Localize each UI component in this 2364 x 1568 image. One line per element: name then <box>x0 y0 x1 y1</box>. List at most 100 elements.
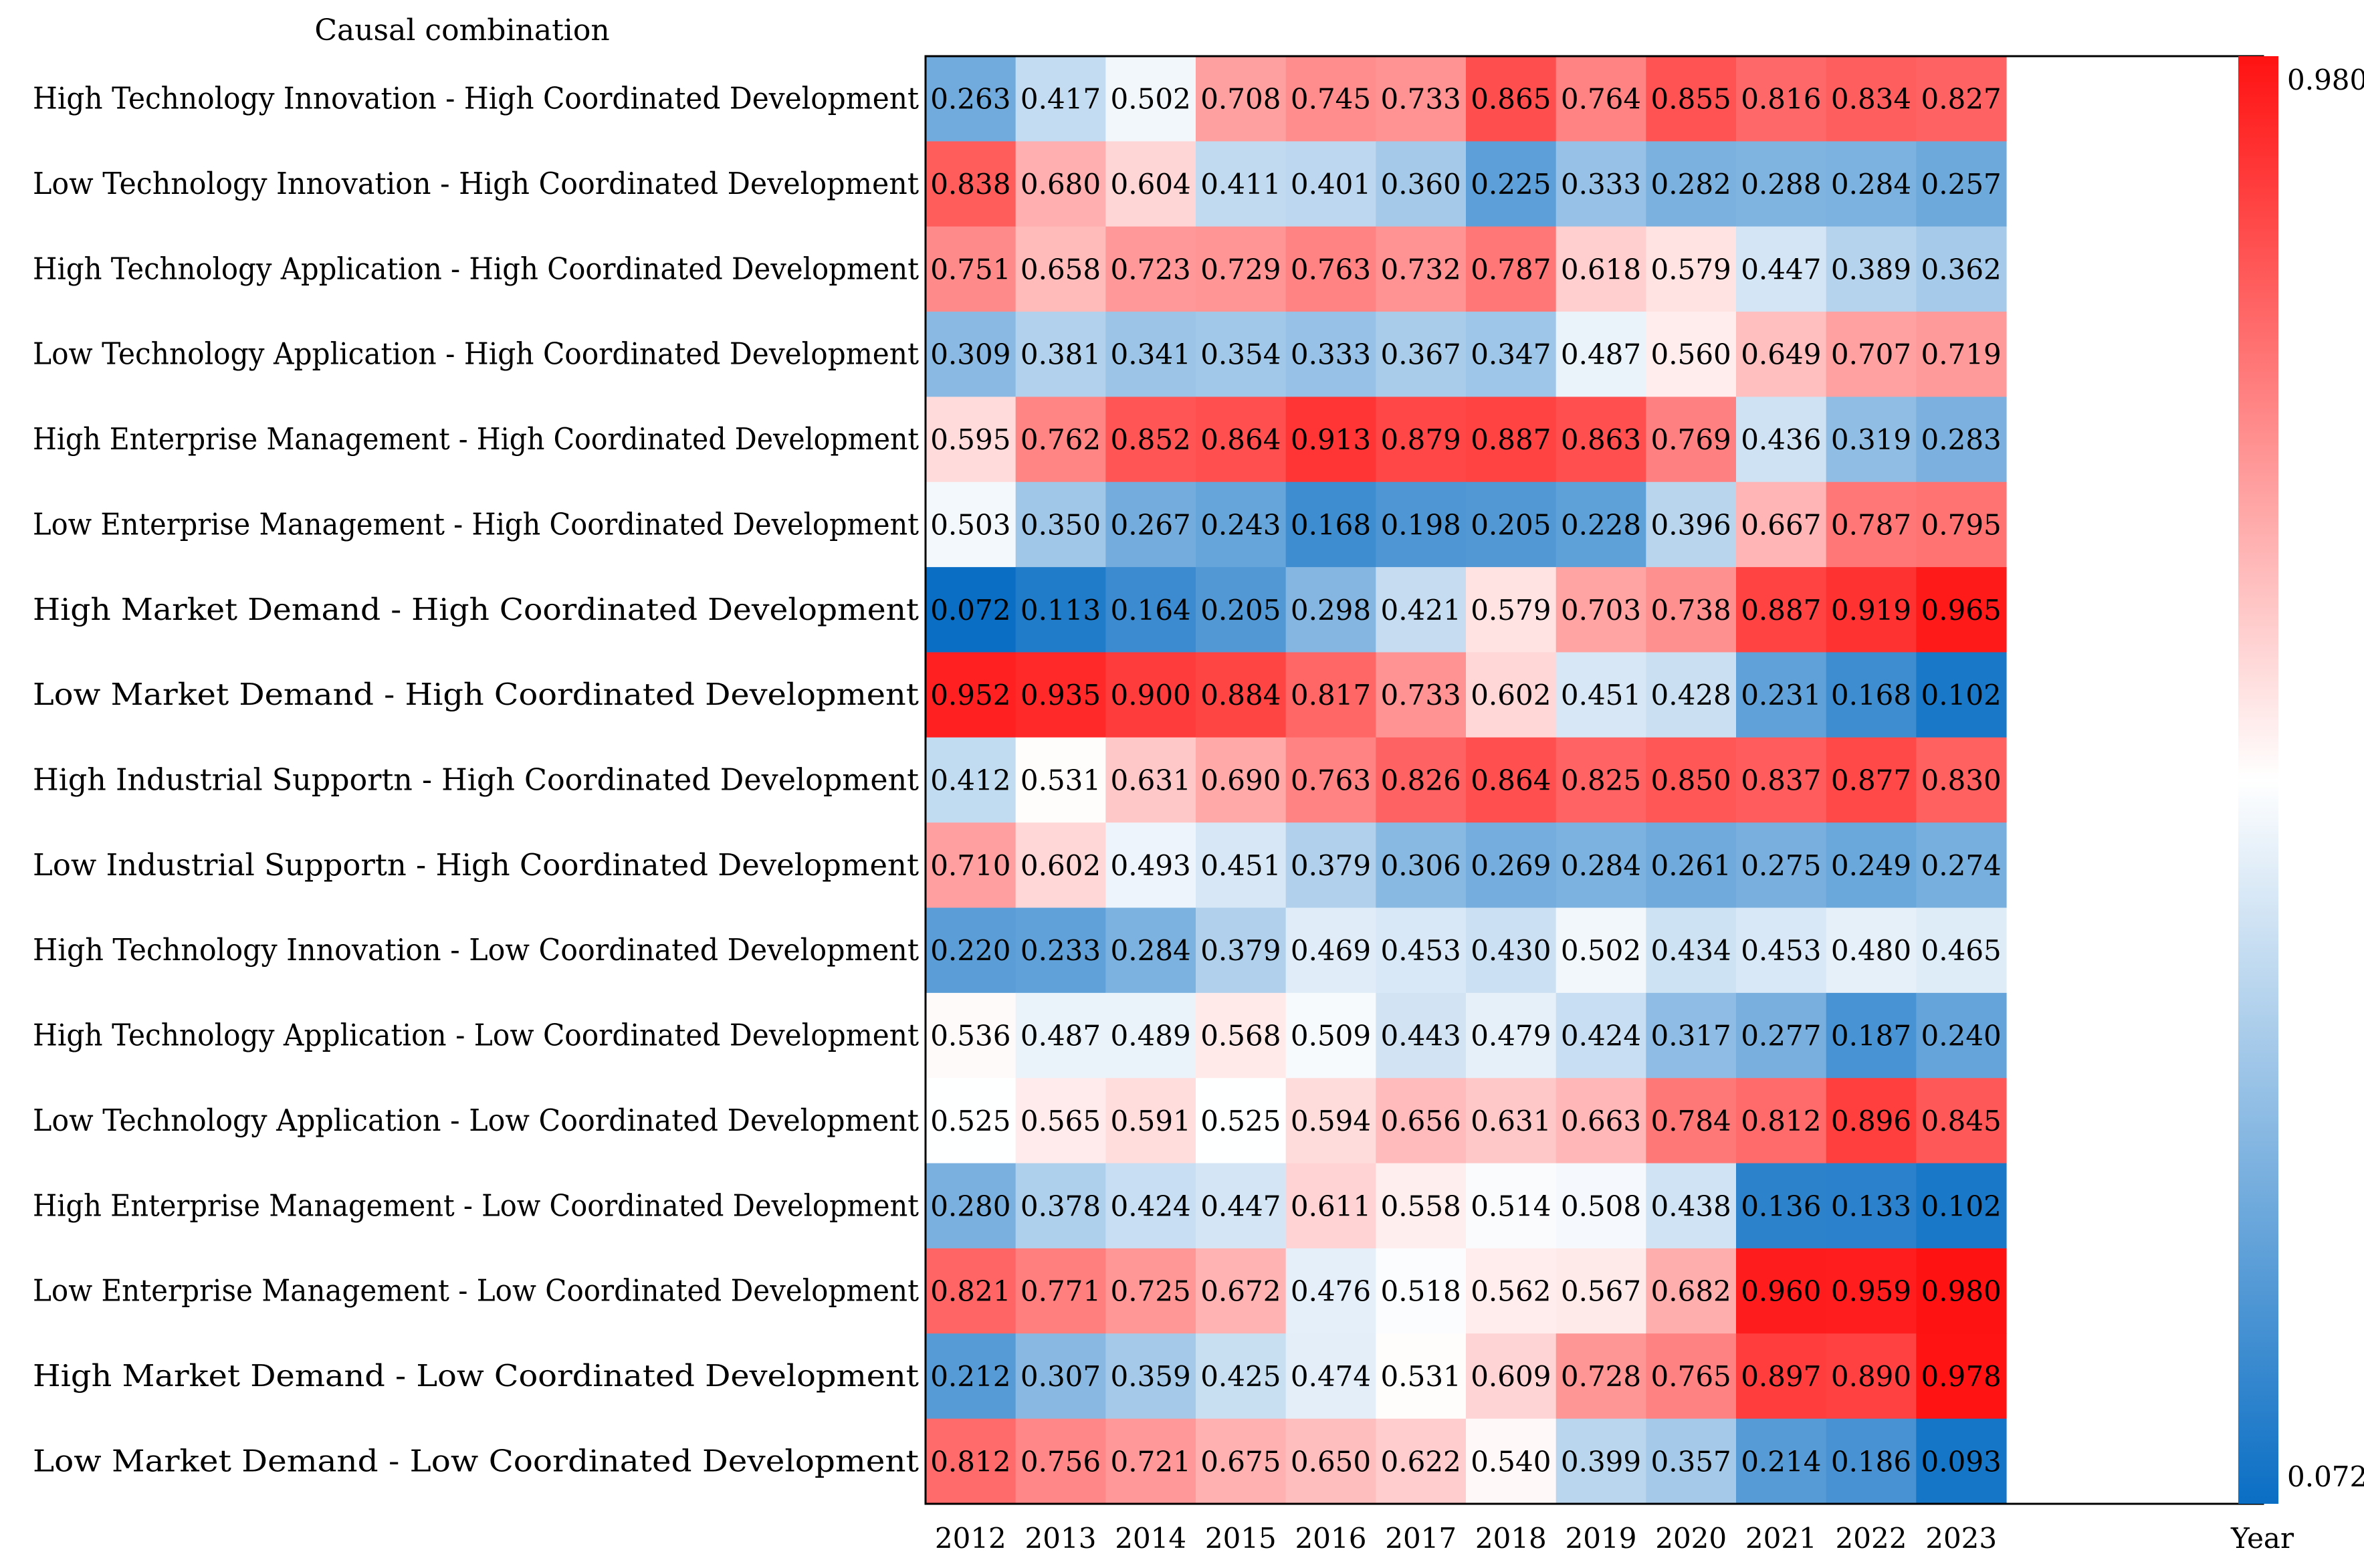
cell-value-label: 0.487 <box>1020 1020 1101 1052</box>
heatmap-cell <box>1736 56 1827 142</box>
cell-value-label: 0.288 <box>1741 168 1821 201</box>
heatmap-cell <box>1466 1248 1557 1334</box>
heatmap-cell <box>1646 56 1737 142</box>
heatmap-cell <box>1466 1078 1557 1164</box>
heatmap-cell <box>1646 1418 1737 1504</box>
cell-value-label: 0.447 <box>1200 1190 1281 1222</box>
cell-value-label: 0.877 <box>1831 764 1911 797</box>
cell-value-label: 0.830 <box>1921 764 2002 797</box>
cell-value-label: 0.579 <box>1471 594 1551 627</box>
heatmap-cell <box>1916 56 2007 142</box>
cell-value-label: 0.309 <box>930 338 1010 371</box>
cell-value-label: 0.509 <box>1291 1020 1371 1052</box>
x-tick-label: 2016 <box>1295 1522 1367 1555</box>
heatmap-cell <box>1105 1248 1196 1334</box>
heatmap-cell <box>1466 226 1557 312</box>
heatmap-cell <box>1646 652 1737 738</box>
cell-value-label: 0.072 <box>930 594 1010 627</box>
cell-value-label: 0.350 <box>1020 508 1101 541</box>
heatmap-cell <box>1916 1333 2007 1420</box>
cell-value-label: 0.604 <box>1111 168 1191 201</box>
heatmap-cell <box>1015 737 1106 823</box>
heatmap-cell <box>1105 907 1196 994</box>
heatmap-cell <box>1285 397 1376 483</box>
heatmap-cell <box>926 992 1016 1079</box>
cell-value-label: 0.865 <box>1471 83 1551 116</box>
heatmap-cell <box>1736 226 1827 312</box>
cell-value-label: 0.729 <box>1200 253 1281 286</box>
heatmap-cell <box>1646 481 1737 568</box>
cell-value-label: 0.284 <box>1111 934 1191 967</box>
heatmap-cell <box>1916 992 2007 1079</box>
heatmap-cell <box>1736 1418 1827 1504</box>
heatmap-cell <box>1646 1078 1737 1164</box>
heatmap-cell <box>1105 1418 1196 1504</box>
cell-value-label: 0.838 <box>930 168 1010 201</box>
row-label: Low Market Demand - High Coordinated Dev… <box>33 677 919 712</box>
cell-value-label: 0.451 <box>1200 849 1281 882</box>
cell-value-label: 0.725 <box>1111 1275 1191 1308</box>
heatmap-cell <box>1826 737 1917 823</box>
cell-value-label: 0.333 <box>1291 338 1371 371</box>
cell-value-label: 0.453 <box>1381 934 1461 967</box>
heatmap-cell <box>1646 397 1737 483</box>
heatmap-cell <box>1466 56 1557 142</box>
cell-value-label: 0.389 <box>1831 253 1911 286</box>
cell-value-label: 0.733 <box>1381 679 1461 711</box>
cell-value-label: 0.357 <box>1651 1445 1731 1478</box>
cell-value-label: 0.733 <box>1381 83 1461 116</box>
cell-value-label: 0.558 <box>1381 1190 1461 1222</box>
cell-value-label: 0.675 <box>1200 1445 1281 1478</box>
cell-value-label: 0.531 <box>1381 1360 1461 1393</box>
row-label: High Technology Application - High Coord… <box>33 251 919 286</box>
heatmap-cell <box>1376 56 1467 142</box>
cell-value-label: 0.900 <box>1111 679 1191 711</box>
heatmap-cells <box>926 56 2007 1504</box>
cell-value-label: 0.887 <box>1471 423 1551 456</box>
heatmap-cell <box>1826 1248 1917 1334</box>
row-label: Low Market Demand - Low Coordinated Deve… <box>33 1443 919 1478</box>
cell-value-label: 0.396 <box>1651 508 1731 541</box>
heatmap-cell <box>1105 652 1196 738</box>
heatmap-cell <box>1105 1078 1196 1164</box>
cell-value-label: 0.493 <box>1111 849 1191 882</box>
cell-value-label: 0.672 <box>1200 1275 1281 1308</box>
heatmap-cell <box>1015 652 1106 738</box>
heatmap-cell <box>1196 822 1287 909</box>
x-tick-label: 2021 <box>1745 1522 1817 1555</box>
heatmap-cell <box>1736 737 1827 823</box>
cell-value-label: 0.447 <box>1741 253 1821 286</box>
heatmap-cell <box>1285 226 1376 312</box>
row-label: High Technology Application - Low Coordi… <box>33 1018 919 1053</box>
heatmap-cell <box>1916 652 2007 738</box>
cell-value-label: 0.333 <box>1561 168 1641 201</box>
heatmap-cell <box>1015 397 1106 483</box>
cell-value-label: 0.896 <box>1831 1105 1911 1137</box>
cell-value-label: 0.663 <box>1561 1105 1641 1137</box>
cell-value-label: 0.980 <box>1921 1275 2002 1308</box>
heatmap-cell <box>1916 822 2007 909</box>
cell-value-label: 0.658 <box>1020 253 1101 286</box>
heatmap-cell <box>1826 822 1917 909</box>
x-tick-label: 2013 <box>1025 1522 1097 1555</box>
cell-value-label: 0.319 <box>1831 423 1911 456</box>
cell-value-label: 0.732 <box>1381 253 1461 286</box>
cell-value-labels: 0.263 0.417 0.502 0.708 0.745 0.733 0.865 0.764… <box>930 83 2002 1478</box>
cell-value-label: 0.852 <box>1111 423 1191 456</box>
heatmap-cell <box>1376 652 1467 738</box>
row-label: Low Enterprise Management - Low Coordina… <box>33 1273 919 1309</box>
row-label: High Market Demand - High Coordinated De… <box>33 592 919 627</box>
cell-value-label: 0.827 <box>1921 83 2002 116</box>
row-label: High Technology Innovation - High Coordi… <box>33 81 919 116</box>
colorbar <box>2238 56 2278 1504</box>
cell-value-label: 0.240 <box>1921 1020 2002 1052</box>
cell-value-label: 0.469 <box>1291 934 1371 967</box>
cell-value-label: 0.411 <box>1200 168 1281 201</box>
cell-value-label: 0.412 <box>930 764 1010 797</box>
heatmap-cell <box>1466 992 1557 1079</box>
heatmap-cell <box>1555 226 1646 312</box>
heatmap-cell <box>1736 141 1827 227</box>
cell-value-label: 0.283 <box>1921 423 2002 456</box>
heatmap-cell <box>1826 397 1917 483</box>
heatmap-cell <box>1285 1163 1376 1249</box>
